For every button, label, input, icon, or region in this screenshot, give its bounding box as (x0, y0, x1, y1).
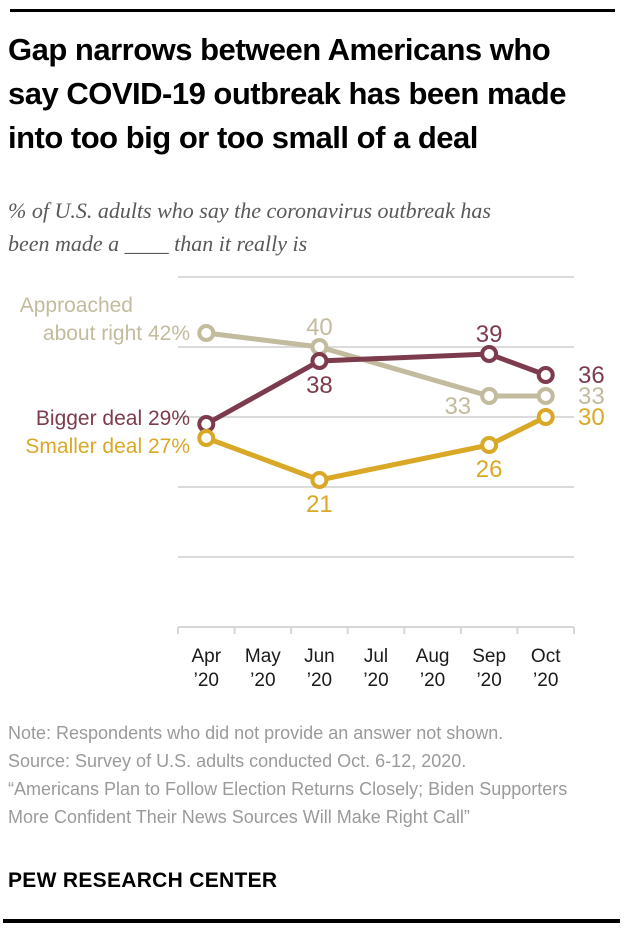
x-tick-label-month: Apr (191, 646, 221, 667)
series-label-bigger-deal: Bigger deal 29% (35, 407, 190, 430)
x-tick-label-month: Oct (531, 646, 561, 667)
data-point-bigger-deal (197, 415, 216, 433)
data-point-bigger-deal (536, 366, 555, 384)
value-label-bigger-deal: 39 (476, 321, 503, 348)
title-line: into too big or too small of a deal (8, 120, 478, 155)
data-point-approached-about-right (536, 387, 555, 405)
value-label-approached-about-right: 33 (578, 383, 605, 410)
series-label-approached-line1: Approached (19, 294, 133, 317)
chart-notes: Note: Respondents who did not provide an… (8, 719, 608, 831)
x-tick-label-year: ’20 (420, 670, 445, 691)
report-title-line: “Americans Plan to Follow Election Retur… (8, 779, 568, 827)
series-line-bigger-deal (205, 351, 547, 427)
data-point-approached-about-right (310, 338, 329, 356)
series-line-approached-about-right (205, 330, 546, 399)
data-point-bigger-deal (480, 345, 499, 363)
data-point-smaller-deal (197, 429, 216, 447)
line-chart: Apr ’20 May ’20 Jun ’20 Jul ’20 Aug ’20 Sep ’20 Oct ’… (177, 276, 605, 691)
value-label-smaller-deal: 30 (578, 404, 605, 431)
x-tick-label-year: ’20 (363, 670, 388, 691)
data-point-bigger-deal (310, 352, 329, 370)
x-tick-label-year: ’20 (194, 670, 219, 691)
bottom-divider (3, 919, 620, 923)
value-label-bigger-deal: 36 (578, 362, 605, 389)
value-label-bigger-deal: 38 (306, 372, 333, 399)
chart-subtitle: % of U.S. adults who say the coronavirus… (8, 194, 620, 260)
data-point-smaller-deal (310, 471, 329, 489)
value-label-smaller-deal: 26 (476, 456, 503, 483)
x-tick-label-month: Aug (416, 646, 450, 667)
x-tick-label-month: Jun (304, 646, 335, 667)
note-line: Note: Respondents who did not provide an… (8, 723, 504, 743)
series-label-approached-line2: about right 42% (42, 322, 190, 345)
x-tick-label-month: Jul (364, 646, 388, 667)
value-label-approached-about-right: 40 (306, 314, 333, 341)
x-tick-label-year: ’20 (533, 670, 558, 691)
chart-title: Gap narrows between Americans who say CO… (8, 28, 620, 160)
value-label-approached-about-right: 33 (444, 393, 471, 420)
title-line: say COVID-19 outbreak has been made (8, 76, 566, 111)
pew-research-center-logo-text: PEW RESEARCH CENTER (8, 869, 278, 892)
source-line: Source: Survey of U.S. adults conducted … (8, 751, 467, 771)
top-divider (10, 9, 615, 12)
series-line-smaller-deal (205, 414, 547, 483)
x-tick-label-year: ’20 (250, 670, 275, 691)
x-tick-label-year: ’20 (476, 670, 501, 691)
title-line: Gap narrows between Americans who (8, 32, 551, 67)
x-tick-label-year: ’20 (307, 670, 332, 691)
data-point-smaller-deal (536, 408, 555, 426)
data-point-approached-about-right (197, 324, 216, 342)
x-tick-label-month: May (245, 646, 281, 667)
x-tick-label-month: Sep (472, 646, 506, 667)
subtitle-line: been made a ____ than it really is (8, 231, 308, 256)
subtitle-line: % of U.S. adults who say the coronavirus… (8, 198, 491, 223)
data-point-smaller-deal (480, 436, 499, 454)
data-point-approached-about-right (480, 387, 499, 405)
series-label-smaller-deal: Smaller deal 27% (25, 435, 190, 458)
value-label-smaller-deal: 21 (306, 491, 333, 518)
